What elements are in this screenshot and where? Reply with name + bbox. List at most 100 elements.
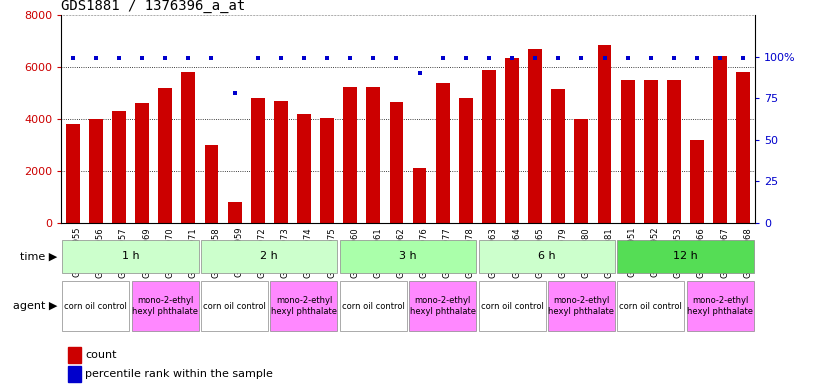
Bar: [344, 87, 357, 223]
Text: GSM100965: GSM100965: [535, 227, 544, 278]
Text: mono-2-ethyl
hexyl phthalate: mono-2-ethyl hexyl phthalate: [410, 296, 476, 316]
Bar: [459, 98, 472, 223]
Bar: [228, 202, 242, 223]
Point: [205, 55, 218, 61]
Point: [274, 55, 287, 61]
Text: GSM100974: GSM100974: [304, 227, 313, 278]
Text: mono-2-ethyl
hexyl phthalate: mono-2-ethyl hexyl phthalate: [271, 296, 337, 316]
Bar: [436, 83, 450, 223]
Bar: [505, 58, 519, 223]
Bar: [297, 114, 311, 223]
Bar: [89, 119, 103, 223]
Point: [482, 55, 495, 61]
Bar: [548, 281, 615, 331]
Bar: [181, 73, 195, 223]
Text: percentile rank within the sample: percentile rank within the sample: [86, 369, 273, 379]
Bar: [482, 70, 496, 223]
Text: count: count: [86, 351, 117, 361]
Text: GSM100973: GSM100973: [281, 227, 290, 278]
Bar: [62, 281, 130, 331]
Text: mono-2-ethyl
hexyl phthalate: mono-2-ethyl hexyl phthalate: [132, 296, 198, 316]
Text: GSM100961: GSM100961: [373, 227, 383, 278]
Bar: [409, 281, 477, 331]
Bar: [158, 88, 172, 223]
Text: GSM100975: GSM100975: [327, 227, 336, 278]
Text: GSM100981: GSM100981: [605, 227, 614, 278]
Point: [89, 55, 102, 61]
Bar: [389, 102, 403, 223]
Text: GSM100976: GSM100976: [419, 227, 428, 278]
Bar: [617, 240, 754, 273]
Point: [182, 55, 195, 61]
Point: [459, 55, 472, 61]
Bar: [201, 240, 338, 273]
Bar: [205, 145, 219, 223]
Point: [158, 55, 171, 61]
Point: [552, 55, 565, 61]
Point: [529, 55, 542, 61]
Text: 1 h: 1 h: [122, 251, 140, 262]
Point: [737, 55, 750, 61]
Text: GSM100953: GSM100953: [674, 227, 683, 278]
Text: 2 h: 2 h: [260, 251, 278, 262]
Text: GSM100977: GSM100977: [442, 227, 452, 278]
Text: GSM100958: GSM100958: [211, 227, 220, 278]
Bar: [690, 140, 704, 223]
Bar: [478, 240, 615, 273]
Text: GSM100957: GSM100957: [119, 227, 128, 278]
Text: GSM100980: GSM100980: [581, 227, 591, 278]
Text: corn oil control: corn oil control: [481, 302, 543, 311]
Bar: [686, 281, 754, 331]
Text: GSM100964: GSM100964: [512, 227, 521, 278]
Bar: [135, 104, 149, 223]
Bar: [320, 118, 334, 223]
Text: GSM100951: GSM100951: [628, 227, 636, 277]
Point: [297, 55, 310, 61]
Point: [667, 55, 681, 61]
Text: 12 h: 12 h: [673, 251, 698, 262]
Bar: [478, 281, 546, 331]
Bar: [667, 80, 681, 223]
Text: GSM100952: GSM100952: [650, 227, 660, 277]
Text: GSM100956: GSM100956: [96, 227, 105, 278]
Text: GSM100979: GSM100979: [558, 227, 567, 278]
Point: [344, 55, 357, 61]
Point: [366, 55, 379, 61]
Bar: [736, 73, 750, 223]
Text: corn oil control: corn oil control: [619, 302, 682, 311]
Text: GSM100971: GSM100971: [188, 227, 197, 278]
Point: [413, 70, 426, 76]
Text: mono-2-ethyl
hexyl phthalate: mono-2-ethyl hexyl phthalate: [687, 296, 753, 316]
Text: 6 h: 6 h: [538, 251, 556, 262]
Text: GSM100966: GSM100966: [697, 227, 706, 278]
Bar: [131, 281, 199, 331]
Point: [690, 55, 703, 61]
Text: GDS1881 / 1376396_a_at: GDS1881 / 1376396_a_at: [61, 0, 246, 13]
Text: GSM100959: GSM100959: [235, 227, 244, 277]
Text: GSM100978: GSM100978: [466, 227, 475, 278]
Bar: [713, 56, 727, 223]
Text: corn oil control: corn oil control: [64, 302, 127, 311]
Text: GSM100972: GSM100972: [258, 227, 267, 278]
Bar: [201, 281, 268, 331]
Text: GSM100963: GSM100963: [489, 227, 498, 278]
Text: GSM100955: GSM100955: [73, 227, 82, 277]
Text: GSM100960: GSM100960: [350, 227, 359, 278]
Text: GSM100962: GSM100962: [397, 227, 406, 278]
Point: [390, 55, 403, 61]
Bar: [617, 281, 685, 331]
Bar: [68, 366, 81, 382]
Bar: [552, 89, 565, 223]
Bar: [339, 281, 407, 331]
Point: [644, 55, 657, 61]
Point: [713, 55, 726, 61]
Bar: [270, 281, 338, 331]
Point: [113, 55, 126, 61]
Point: [598, 55, 611, 61]
Point: [321, 55, 334, 61]
Bar: [274, 101, 288, 223]
Bar: [621, 80, 635, 223]
Text: GSM100968: GSM100968: [743, 227, 752, 278]
Text: GSM100970: GSM100970: [165, 227, 175, 278]
Bar: [413, 168, 427, 223]
